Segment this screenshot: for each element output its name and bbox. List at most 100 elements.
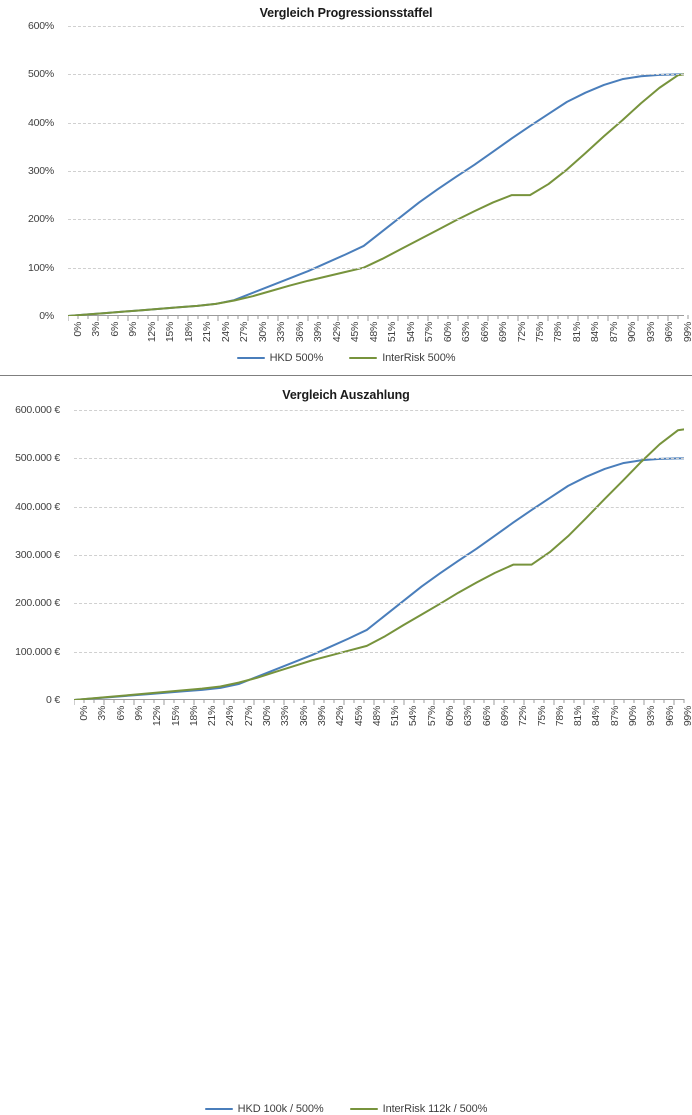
- chart-panel-auszahlung: Vergleich Auszahlung 600.000 € 500.000 € 4…: [0, 376, 692, 1115]
- gridline: [68, 122, 684, 124]
- x-axis-tick-label: 39%: [312, 322, 325, 343]
- x-axis-tick-label: 21%: [206, 706, 219, 727]
- y-axis-tick-label: 300.000 €: [15, 549, 60, 561]
- x-axis-tick-label: 42%: [334, 706, 347, 727]
- x-axis-line: [74, 699, 684, 700]
- y-axis-tick-label: 500%: [27, 68, 54, 81]
- gridline: [68, 26, 684, 27]
- plot-area-progressionsstaffel: [68, 26, 684, 316]
- gridline: [74, 458, 684, 460]
- x-axis-tick-label: 9%: [132, 706, 145, 721]
- x-axis-tick-label: 0%: [72, 322, 84, 337]
- y-axis-tick-label: 400.000 €: [15, 500, 60, 513]
- x-axis-tick-label: 96%: [663, 706, 676, 727]
- x-axis-tick-label: 57%: [425, 706, 438, 727]
- y-axis-tick-label: 300%: [27, 165, 54, 177]
- x-axis-tick-label: 12%: [145, 322, 158, 343]
- x-axis-tick-label: 75%: [534, 322, 546, 343]
- y-axis-tick-label: 200.000 €: [15, 597, 60, 610]
- legend-item[interactable]: HKD 100k / 500%: [204, 1103, 324, 1115]
- legend-auszahlung: HKD 100k / 500% InterRisk 112k / 500%: [0, 1103, 692, 1115]
- x-axis-tick-label: 75%: [535, 706, 548, 727]
- y-axis-tick-label: 100%: [27, 261, 54, 274]
- chart-panel-progressionsstaffel: Vergleich Progressionsstaffel 600% 500% 40…: [0, 0, 692, 376]
- series-line: [68, 74, 684, 316]
- x-axis-tick-label: 66%: [480, 706, 493, 727]
- x-axis-tick-label: 90%: [626, 322, 639, 343]
- x-axis-tick-label: 33%: [279, 706, 292, 727]
- x-axis-tick-label: 72%: [517, 706, 530, 727]
- x-axis-tick-label: 48%: [367, 322, 380, 343]
- legend-line-swatch-icon: [349, 356, 378, 360]
- y-axis-tick-label: 200%: [27, 213, 54, 226]
- legend-line-swatch-icon: [349, 1107, 378, 1111]
- chart-title-auszahlung: Vergleich Auszahlung: [282, 388, 410, 402]
- x-axis-tick-label: 90%: [627, 706, 639, 727]
- x-axis-tick-label: 84%: [590, 706, 603, 727]
- gridline: [74, 555, 684, 556]
- x-axis-tick-label: 15%: [164, 322, 177, 343]
- x-axis-tick-label: 36%: [297, 706, 310, 727]
- y-axis-tick-label: 400%: [27, 116, 54, 129]
- series-lines-progressionsstaffel: [68, 26, 684, 316]
- y-axis-tick-label: 600.000 €: [15, 404, 60, 416]
- legend-line-swatch-icon: [236, 356, 265, 360]
- x-axis-tick-label: 60%: [441, 322, 454, 343]
- gridline: [68, 74, 684, 76]
- x-axis-tick-label: 87%: [607, 322, 620, 343]
- y-axis-tick-label: 500.000 €: [15, 452, 60, 465]
- x-axis-tick-label: 66%: [478, 322, 491, 343]
- plot-wrapper-auszahlung: 600.000 € 500.000 € 400.000 € 300.000 € 200.…: [0, 404, 692, 706]
- legend-item-label: HKD 500%: [269, 352, 324, 364]
- x-axis-tick-label: 93%: [645, 706, 658, 727]
- gridline: [74, 410, 684, 411]
- legend-item[interactable]: InterRisk 112k / 500%: [349, 1103, 487, 1115]
- x-axis-tick-label: 18%: [187, 706, 200, 727]
- x-axis-tick-label: 81%: [572, 706, 585, 727]
- series-lines-auszahlung: [74, 410, 684, 700]
- x-axis-tick-label: 51%: [389, 706, 402, 727]
- x-axis-tick-label: 81%: [570, 322, 583, 343]
- y-axis-tick-label: 0 €: [46, 694, 60, 706]
- gridline: [68, 267, 684, 269]
- x-axis-tick-label: 54%: [407, 706, 420, 727]
- x-axis-tick-label: 69%: [497, 322, 510, 343]
- legend-item-label: InterRisk 500%: [382, 352, 456, 364]
- x-axis-line: [68, 315, 684, 316]
- x-axis-tick-label: 0%: [78, 706, 90, 721]
- series-line: [74, 429, 684, 700]
- x-axis-tick-label: 42%: [330, 322, 343, 343]
- x-axis-tick-label: 57%: [423, 322, 436, 343]
- x-axis-tick-label: 63%: [462, 706, 475, 727]
- gridline: [74, 603, 684, 605]
- x-axis-tick-label: 39%: [315, 706, 328, 727]
- chart-title-progressionsstaffel: Vergleich Progressionsstaffel: [259, 6, 433, 20]
- x-axis-tick-label: 84%: [589, 322, 602, 343]
- legend-item[interactable]: InterRisk 500%: [349, 352, 456, 364]
- x-axis-tick-label: 99%: [681, 322, 692, 343]
- x-axis-tick-label: 63%: [460, 322, 473, 343]
- x-axis-tick-label: 6%: [114, 706, 127, 721]
- x-axis-tick-label: 45%: [349, 322, 362, 343]
- x-axis-tick-label: 30%: [261, 706, 273, 727]
- series-line: [74, 458, 684, 700]
- x-axis-tick-label: 93%: [644, 322, 657, 343]
- x-axis-tick-label: 6%: [108, 322, 121, 337]
- x-axis-tick-label: 12%: [151, 706, 164, 727]
- x-axis-tick-label: 78%: [553, 706, 566, 727]
- x-axis-tick-label: 9%: [127, 322, 140, 337]
- x-axis-tick-label: 60%: [444, 706, 456, 727]
- y-axis-tick-label: 600%: [27, 20, 54, 32]
- x-axis-tick-label: 48%: [370, 706, 383, 727]
- x-axis-tick-label: 78%: [552, 322, 565, 343]
- series-line: [68, 74, 684, 316]
- x-axis-tick-label: 45%: [352, 706, 365, 727]
- gridline: [74, 651, 684, 653]
- legend-item[interactable]: HKD 500%: [236, 352, 324, 364]
- legend-item-label: HKD 100k / 500%: [237, 1103, 324, 1115]
- x-axis-tick-marks: [68, 315, 692, 321]
- x-axis-tick-label: 3%: [90, 322, 103, 337]
- x-axis-tick-label: 21%: [201, 322, 214, 343]
- x-axis-tick-label: 72%: [515, 322, 528, 343]
- x-axis-tick-label: 96%: [663, 322, 676, 343]
